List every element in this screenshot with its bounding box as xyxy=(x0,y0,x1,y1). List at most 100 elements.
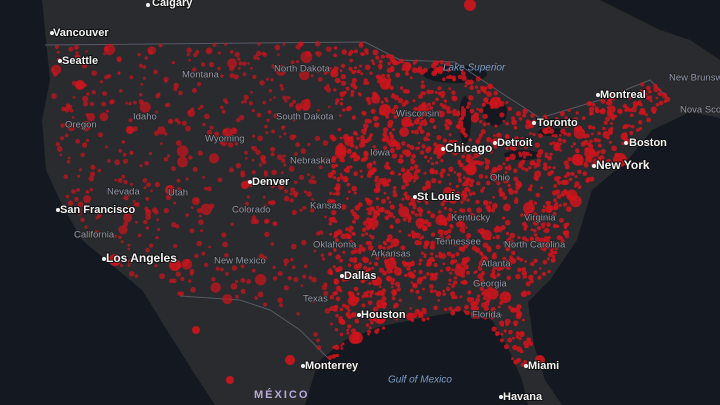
case-dot xyxy=(385,209,391,215)
case-dot xyxy=(410,318,415,323)
case-dot xyxy=(386,67,392,73)
case-dot xyxy=(336,186,341,191)
case-dot xyxy=(134,274,139,278)
case-dot xyxy=(85,50,88,53)
case-dot xyxy=(324,308,331,314)
case-dot xyxy=(316,345,322,351)
case-dot xyxy=(597,131,601,136)
case-dot xyxy=(250,66,253,70)
case-dot xyxy=(454,307,458,312)
case-dot xyxy=(78,168,83,172)
case-dot xyxy=(269,98,272,102)
case-dot xyxy=(129,75,134,80)
case-dot xyxy=(610,126,614,130)
case-dot xyxy=(333,308,336,312)
case-dot xyxy=(478,136,482,140)
case-dot xyxy=(505,231,510,236)
case-dot xyxy=(353,85,358,90)
case-dot xyxy=(523,340,528,346)
case-dot xyxy=(504,133,510,139)
case-dot xyxy=(422,287,425,291)
case-dot xyxy=(157,126,166,135)
case-dot xyxy=(396,287,401,292)
case-dot xyxy=(240,288,246,294)
case-dot xyxy=(280,158,286,163)
case-dot xyxy=(487,207,492,213)
case-dot xyxy=(196,240,203,247)
case-dot xyxy=(547,155,552,161)
case-dot xyxy=(478,265,482,269)
case-dot xyxy=(421,317,426,322)
case-dot xyxy=(185,258,190,264)
case-dot xyxy=(435,290,442,297)
case-dot xyxy=(223,98,228,103)
case-dot xyxy=(433,142,438,147)
case-dot xyxy=(251,109,255,113)
case-dot xyxy=(622,132,628,138)
case-dot xyxy=(452,77,456,82)
case-dot xyxy=(533,270,538,275)
case-dot xyxy=(393,267,403,276)
case-dot xyxy=(402,254,406,258)
case-dot xyxy=(360,72,364,76)
case-dot xyxy=(101,101,107,107)
case-dot xyxy=(109,99,115,105)
region-label: South Dakota xyxy=(276,112,334,123)
case-dot xyxy=(459,222,466,228)
case-dot xyxy=(467,101,471,106)
case-dot xyxy=(197,150,203,156)
case-dot xyxy=(466,145,472,151)
case-dot xyxy=(308,178,314,184)
case-dot xyxy=(52,71,58,77)
case-dot xyxy=(346,197,349,201)
case-dot xyxy=(395,281,400,287)
case-dot xyxy=(330,69,339,78)
case-dot xyxy=(443,199,447,203)
case-dot xyxy=(492,196,495,199)
case-dot xyxy=(431,178,437,184)
case-dot xyxy=(458,218,464,224)
case-dot xyxy=(82,101,89,107)
case-dot xyxy=(163,207,169,214)
case-dot xyxy=(372,62,376,66)
case-dot xyxy=(68,46,74,52)
case-dot xyxy=(372,160,377,165)
case-dot xyxy=(475,76,481,82)
case-dot xyxy=(429,117,435,124)
case-dot xyxy=(570,171,575,176)
case-dot xyxy=(639,89,645,95)
case-dot xyxy=(541,119,546,124)
case-dot xyxy=(89,187,94,192)
case-dot xyxy=(292,99,297,104)
case-dot xyxy=(461,71,466,76)
case-dot xyxy=(395,317,399,321)
case-dot xyxy=(416,117,421,122)
case-dot xyxy=(313,332,319,337)
case-dot xyxy=(147,46,156,55)
case-dot xyxy=(419,150,425,155)
case-dot xyxy=(353,191,357,195)
case-dot xyxy=(271,64,277,69)
case-dot xyxy=(254,273,267,286)
case-dot xyxy=(338,114,342,117)
case-dot xyxy=(468,138,472,142)
pacific-ocean xyxy=(0,0,215,405)
case-dot xyxy=(283,163,287,167)
case-dot xyxy=(398,206,410,218)
case-dot xyxy=(133,100,137,105)
case-dot xyxy=(246,279,252,284)
case-dot xyxy=(117,177,123,183)
case-dot xyxy=(341,49,347,55)
case-dot xyxy=(505,147,509,150)
case-dot xyxy=(477,294,481,298)
case-dot xyxy=(381,288,387,293)
case-dot xyxy=(597,150,601,154)
case-dot xyxy=(202,122,206,127)
case-dot xyxy=(619,91,625,98)
case-dot xyxy=(622,103,628,109)
case-dot xyxy=(127,193,131,197)
case-dot xyxy=(60,136,64,141)
case-dot xyxy=(514,189,519,194)
case-dot xyxy=(300,284,304,287)
case-dot xyxy=(365,96,371,102)
